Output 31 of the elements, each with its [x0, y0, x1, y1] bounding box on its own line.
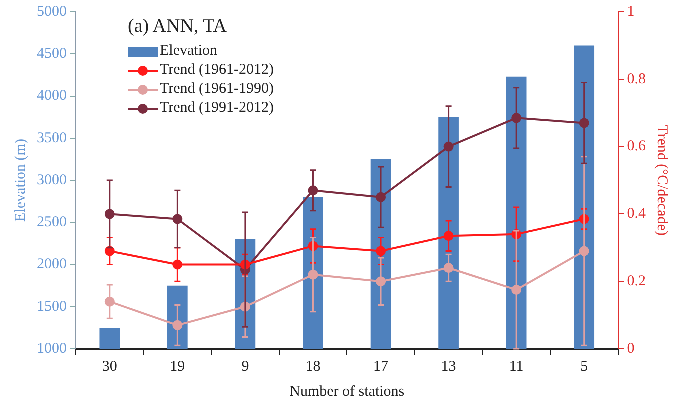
- legend-label: Elevation: [160, 42, 218, 61]
- y2-tick-label: 1: [627, 4, 635, 20]
- x-tick-label: 13: [441, 358, 456, 375]
- y2-tick-label: 0.4: [627, 206, 646, 222]
- y-tick-label: 4500: [37, 46, 67, 62]
- y2-tick-label: 0: [627, 340, 635, 357]
- x-tick-label: 5: [580, 358, 588, 375]
- chart-title: (a) ANN, TA: [128, 16, 227, 38]
- y-tick-label: 1000: [37, 340, 67, 357]
- y2-tick-label: 0.2: [627, 274, 646, 290]
- x-tick-label: 30: [102, 358, 118, 375]
- y-tick-label: 3000: [37, 172, 67, 188]
- x-tick-label: 11: [509, 358, 524, 375]
- y-tick-label: 5000: [37, 4, 67, 20]
- legend-label: Trend (1961-1990): [160, 80, 274, 99]
- x-tick-label: 17: [374, 358, 390, 375]
- y-tick-label: 2000: [37, 256, 67, 273]
- y-axis-title: Elevation (m): [12, 139, 29, 222]
- x-tick-label: 18: [306, 358, 321, 375]
- y-tick-label: 4000: [37, 88, 67, 104]
- y2-tick-label: 0.8: [627, 71, 646, 88]
- x-axis-title: Number of stations: [290, 384, 405, 400]
- y-tick-label: 2500: [37, 214, 67, 231]
- y-tick-label: 3500: [37, 130, 67, 146]
- legend-label: Trend (1961-2012): [160, 61, 274, 80]
- y2-tick-label: 0.6: [627, 138, 646, 155]
- y2-axis-title: Trend (°C/decade): [654, 125, 670, 236]
- legend-label: Trend (1991-2012): [160, 99, 274, 118]
- x-tick-label: 9: [242, 358, 250, 375]
- y-tick-label: 1500: [37, 298, 67, 315]
- x-tick-label: 19: [170, 358, 186, 375]
